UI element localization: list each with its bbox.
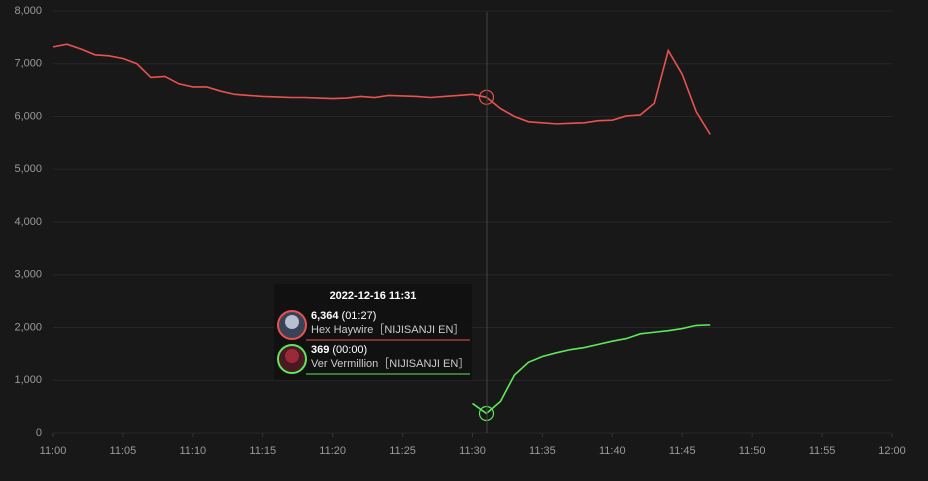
x-tick-label: 11:25 xyxy=(389,445,416,457)
tooltip-title: 2022-12-16 11:31 xyxy=(330,290,417,302)
y-tick-label: 3,000 xyxy=(14,269,42,281)
y-tick-label: 8,000 xyxy=(14,5,42,17)
y-tick-label: 6,000 xyxy=(14,110,42,122)
x-tick-label: 11:10 xyxy=(179,445,206,457)
tooltip: 2022-12-16 11:31 6,364 (01:27) Hex Haywir… xyxy=(274,284,472,380)
y-tick-label: 2,000 xyxy=(14,321,42,333)
value: 6,364 xyxy=(311,310,339,322)
x-tick-label: 11:35 xyxy=(529,445,556,457)
y-tick-label: 0 xyxy=(36,427,42,439)
x-tick-label: 11:20 xyxy=(319,445,346,457)
x-tick-label: 11:05 xyxy=(110,445,137,457)
value: 369 xyxy=(311,344,329,356)
tooltip-box xyxy=(274,284,472,380)
x-tick-label: 11:30 xyxy=(459,445,486,457)
x-tick-label: 11:40 xyxy=(599,445,626,457)
avatar-face xyxy=(285,315,299,329)
y-tick-label: 7,000 xyxy=(14,58,42,70)
x-tick-label: 11:55 xyxy=(809,445,836,457)
tooltip-value: 369 (00:00) xyxy=(311,344,367,356)
x-tick-label: 12:00 xyxy=(878,445,906,457)
tooltip-value: 6,364 (01:27) xyxy=(311,310,376,322)
series-line xyxy=(472,324,711,415)
x-tick-label: 11:00 xyxy=(40,445,67,457)
series-line xyxy=(52,43,711,135)
y-tick-label: 5,000 xyxy=(14,163,42,175)
y-tick-label: 4,000 xyxy=(14,216,42,228)
duration: (00:00) xyxy=(332,344,367,356)
y-tick-label: 1,000 xyxy=(14,374,42,386)
hover-marker xyxy=(478,89,495,105)
tooltip-name: Hex Haywire［NIJISANJI EN］ xyxy=(311,323,464,336)
duration: (01:27) xyxy=(342,310,377,322)
hover-marker xyxy=(478,405,495,422)
tooltip-name: Ver Vermillion［NIJISANJI EN］ xyxy=(311,357,469,370)
x-tick-label: 11:15 xyxy=(249,445,276,457)
x-tick-label: 11:50 xyxy=(739,445,766,457)
avatar-face xyxy=(285,349,299,363)
x-tick-label: 11:45 xyxy=(669,445,696,457)
